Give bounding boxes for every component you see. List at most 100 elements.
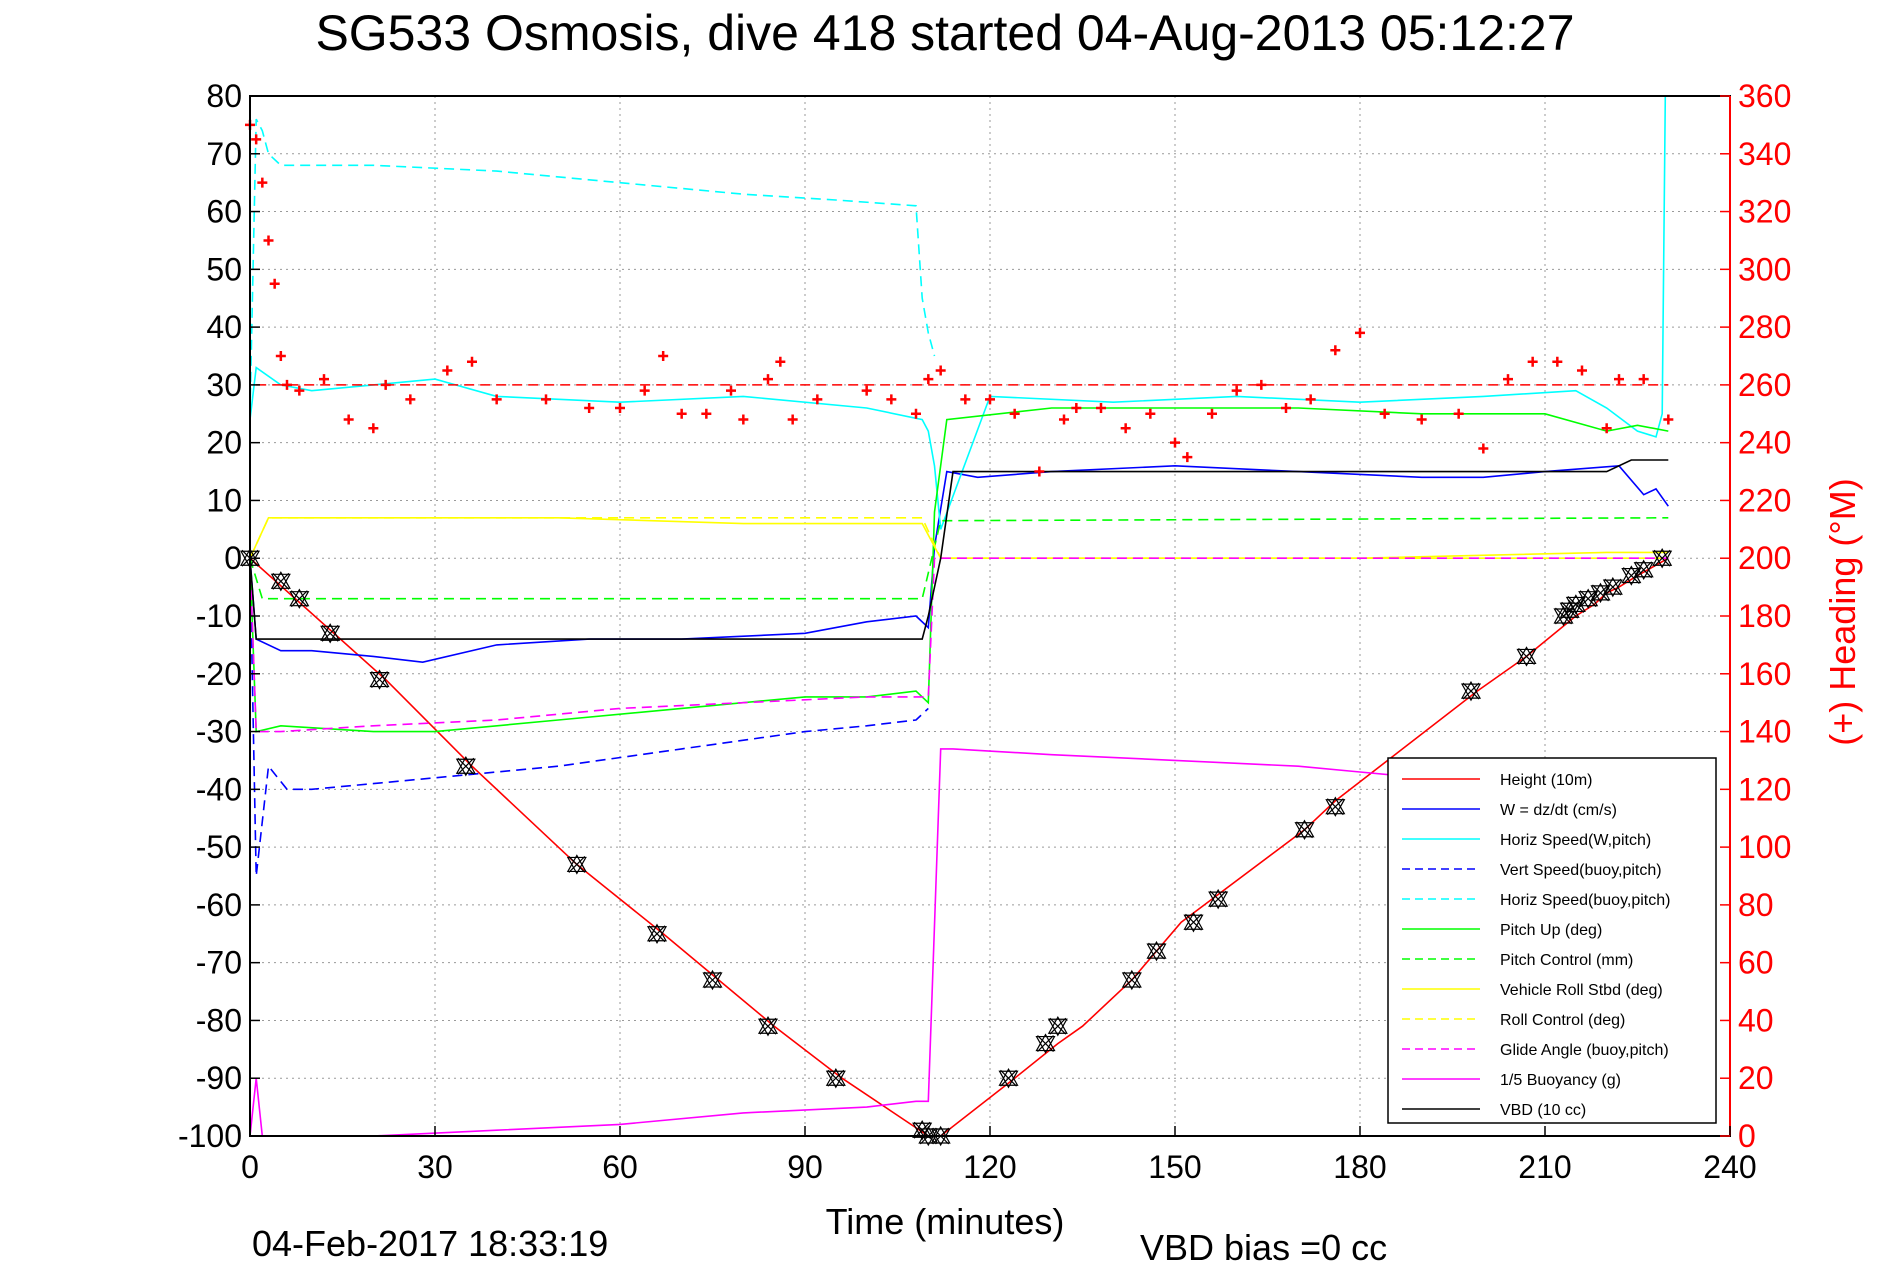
dive-marker xyxy=(455,755,476,777)
y-tick-label: -70 xyxy=(196,945,242,981)
series-line-8 xyxy=(249,516,1669,560)
y-tick-label: 80 xyxy=(206,78,242,114)
heading-point xyxy=(726,385,736,396)
series-line-2 xyxy=(249,95,1667,530)
y2-tick-label: 160 xyxy=(1738,656,1791,692)
y-tick-label: -20 xyxy=(196,656,242,692)
x-tick-label: 90 xyxy=(787,1149,823,1185)
heading-point xyxy=(1638,374,1649,385)
heading-point xyxy=(1071,403,1082,413)
y-tick-label: -80 xyxy=(196,1002,242,1038)
heading-point xyxy=(701,408,712,419)
y-tick-label: 0 xyxy=(224,540,242,576)
y-tick-label: -60 xyxy=(196,887,242,923)
y2-tick-label: 260 xyxy=(1738,367,1791,403)
dive-marker xyxy=(825,1067,846,1089)
heading-point xyxy=(1096,403,1106,413)
dive-marker xyxy=(320,623,341,644)
dive-marker xyxy=(1294,819,1315,841)
dive-marker xyxy=(566,854,587,875)
y2-tick-label: 180 xyxy=(1738,598,1791,634)
legend-label: 1/5 Buoyancy (g) xyxy=(1500,1072,1621,1089)
y2-tick-label: 220 xyxy=(1738,482,1791,518)
y-tick-label: -90 xyxy=(196,1060,242,1096)
series-line-5 xyxy=(249,407,1669,733)
heading-point xyxy=(1059,414,1069,425)
y-tick-label: 10 xyxy=(206,482,242,518)
heading-point xyxy=(1453,408,1464,419)
heading-point xyxy=(738,414,749,425)
x-tick-label: 180 xyxy=(1333,1149,1386,1185)
legend-label: Pitch Control (mm) xyxy=(1500,952,1633,969)
y2-tick-label: 280 xyxy=(1738,309,1791,345)
dive-marker xyxy=(270,571,291,592)
y-tick-label: 40 xyxy=(206,309,242,345)
heading-point xyxy=(294,385,305,396)
heading-point xyxy=(1527,356,1538,367)
heading-point xyxy=(1503,374,1513,385)
dive-marker xyxy=(1121,969,1142,991)
y-tick-label: -30 xyxy=(196,714,242,750)
heading-point xyxy=(405,394,416,405)
heading-point xyxy=(1601,423,1612,434)
dive-marker xyxy=(998,1067,1019,1089)
heading-point xyxy=(911,408,921,419)
heading-point xyxy=(275,351,286,361)
heading-point xyxy=(935,365,946,376)
heading-point xyxy=(1034,466,1045,477)
y-tick-label: -50 xyxy=(196,829,242,865)
y2-tick-label: 360 xyxy=(1738,78,1791,114)
footer-date: 04-Feb-2017 18:33:19 xyxy=(252,1223,608,1262)
y2-tick-label: 100 xyxy=(1738,829,1791,865)
y-tick-label: -40 xyxy=(196,771,242,807)
dive-marker xyxy=(1516,646,1537,667)
x-tick-label: 120 xyxy=(963,1149,1016,1185)
heading-point xyxy=(584,403,595,413)
y2-tick-label: 120 xyxy=(1738,771,1791,807)
dive-marker xyxy=(702,969,723,991)
heading-point xyxy=(541,394,551,405)
chart-title: SG533 Osmosis, dive 418 started 04-Aug-2… xyxy=(315,5,1574,61)
heading-point xyxy=(343,414,354,425)
heading-point xyxy=(985,394,995,405)
heading-point xyxy=(960,394,971,405)
x-tick-label: 150 xyxy=(1148,1149,1201,1185)
series-line-6 xyxy=(249,516,1669,600)
heading-point xyxy=(491,394,502,405)
y2-tick-labels: 3603403203002802602402202001801601401201… xyxy=(1720,78,1791,1154)
y-tick-label: -100 xyxy=(178,1118,242,1154)
legend-label: Horiz Speed(W,pitch) xyxy=(1500,832,1651,849)
y-tick-label: 60 xyxy=(206,194,242,230)
y-tick-label: 70 xyxy=(206,136,242,172)
heading-point xyxy=(658,351,669,361)
heading-point xyxy=(442,365,453,376)
heading-point xyxy=(886,394,897,405)
heading-point xyxy=(1120,423,1131,434)
dive-marker xyxy=(1652,547,1673,569)
series-line-3 xyxy=(249,558,929,877)
x-tick-label: 30 xyxy=(417,1149,453,1185)
legend-label: Horiz Speed(buoy,pitch) xyxy=(1500,892,1670,909)
heading-point xyxy=(319,374,329,385)
y2-tick-label: 40 xyxy=(1738,1002,1774,1038)
heading-point xyxy=(923,374,934,385)
series-line-1 xyxy=(249,464,1669,664)
x-tick-label: 60 xyxy=(602,1149,638,1185)
y2-tick-label: 200 xyxy=(1738,540,1791,576)
heading-point xyxy=(257,177,268,188)
x-tick-labels: 0 30 60 90 120 150 180 210 240 xyxy=(241,1126,1757,1185)
heading-point xyxy=(787,414,798,425)
heading-point xyxy=(368,423,379,434)
y2-tick-label: 0 xyxy=(1738,1118,1756,1154)
heading-point xyxy=(1379,408,1390,419)
heading-point xyxy=(1355,327,1365,338)
heading-point xyxy=(1182,452,1193,463)
legend-label: VBD (10 cc) xyxy=(1500,1102,1586,1119)
heading-point xyxy=(1614,374,1624,385)
dive-marker xyxy=(289,588,310,609)
series-line-7 xyxy=(249,516,1669,560)
y2-tick-label: 300 xyxy=(1738,251,1791,287)
heading-point xyxy=(263,235,274,246)
heading-point xyxy=(639,385,650,396)
